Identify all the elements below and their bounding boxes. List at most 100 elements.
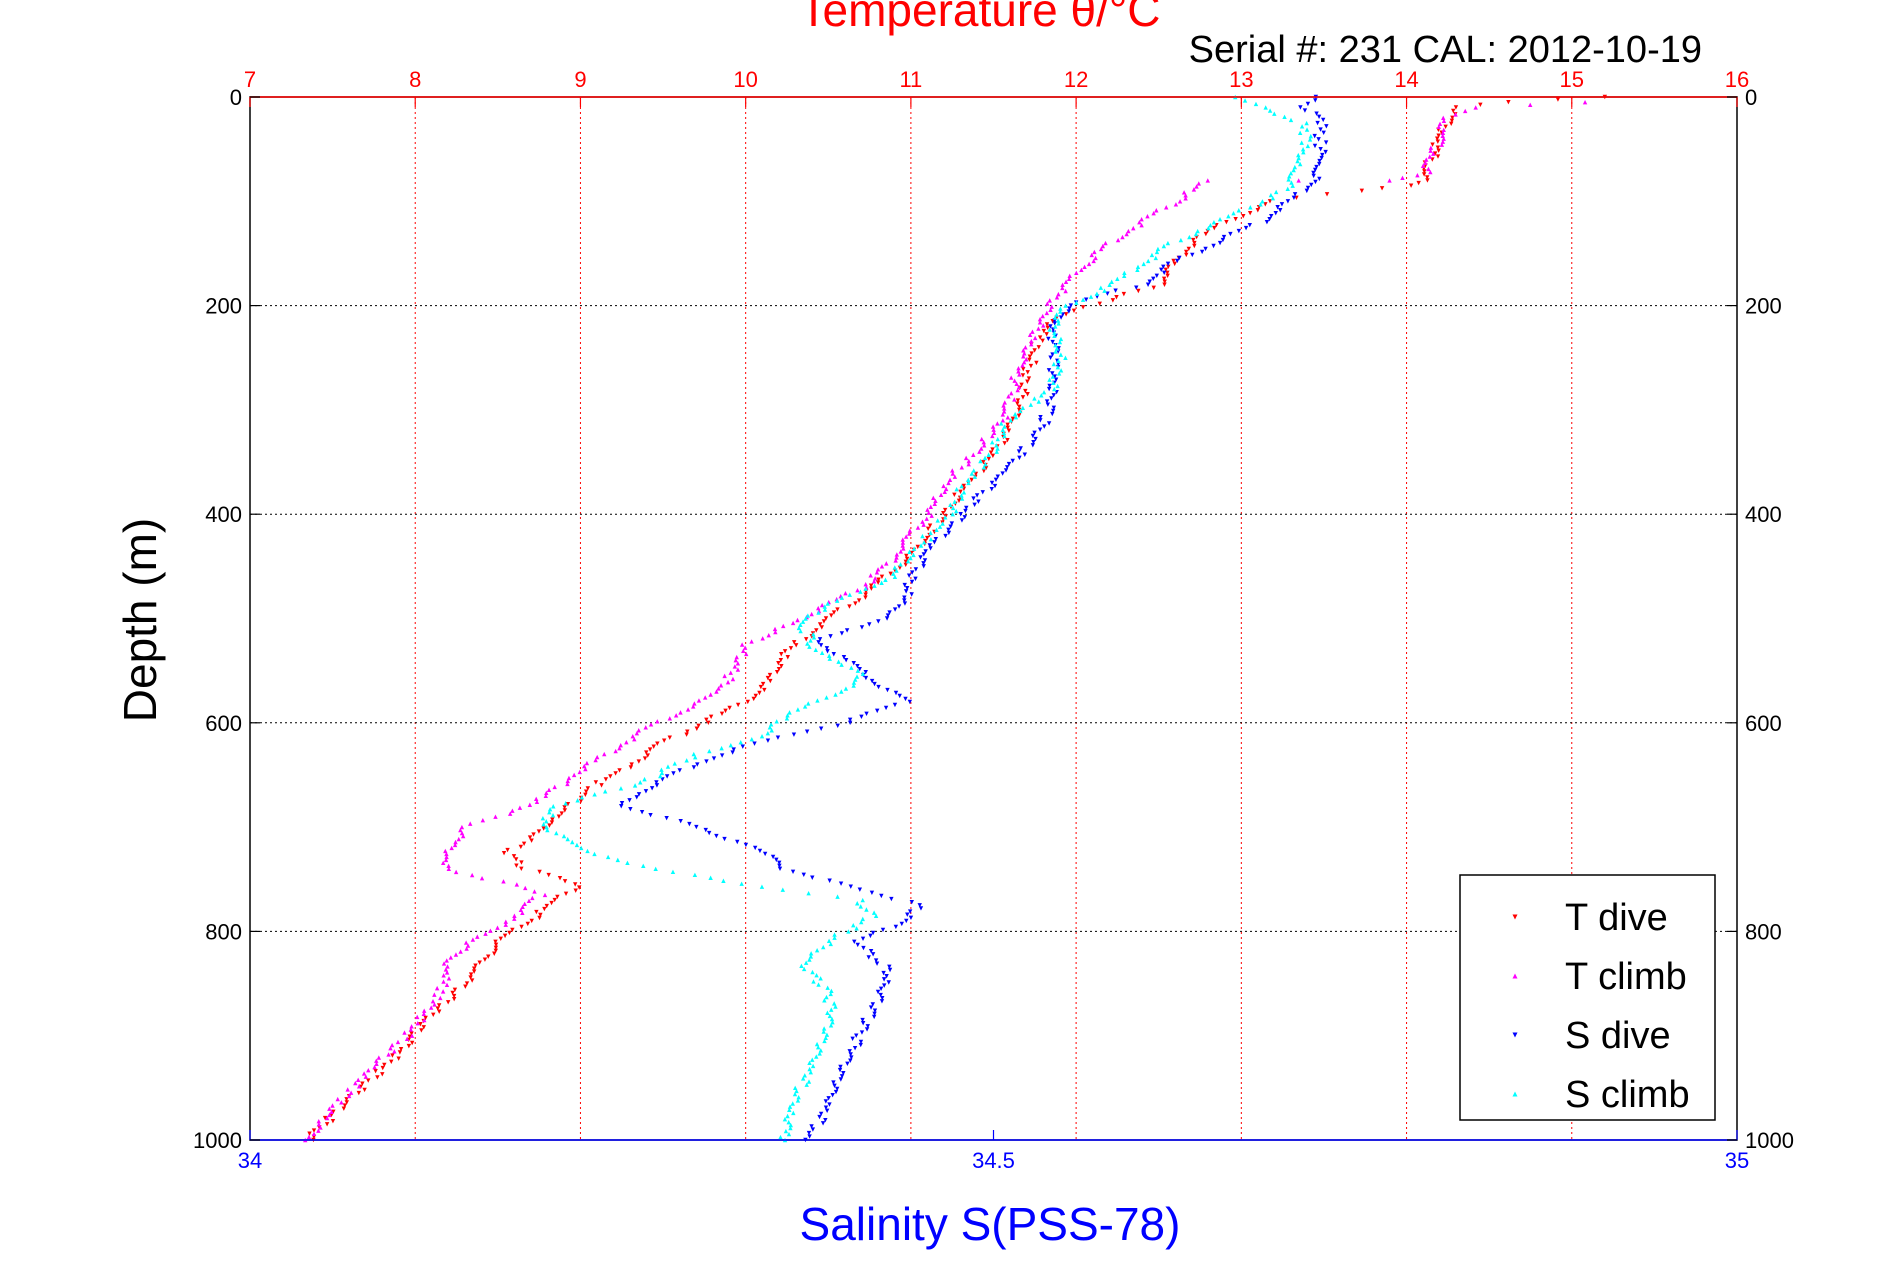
data-point [989,480,995,486]
data-point [751,696,756,702]
data-point [962,515,967,520]
data-point [396,1056,401,1061]
data-point [839,662,844,667]
data-point [839,689,844,694]
data-point [1203,231,1209,237]
data-point [1056,358,1061,364]
data-point [1004,465,1010,470]
data-point [423,1015,428,1021]
data-point [1165,270,1170,276]
data-point [948,502,953,508]
data-point [1314,164,1319,170]
data-point [529,838,534,843]
data-point [1316,137,1321,142]
data-point [825,1010,830,1015]
data-point [556,814,562,819]
data-point [989,486,994,492]
data-point [1107,282,1112,287]
data-point [527,802,533,807]
data-point [1288,170,1294,176]
data-point [704,717,709,723]
data-point [547,810,552,815]
data-point [647,747,653,752]
data-point [857,887,863,892]
data-point [356,1084,362,1089]
data-point [335,1096,340,1102]
data-point [837,1067,843,1073]
data-point [655,741,660,746]
data-point [1426,166,1431,172]
data-point [374,1058,379,1063]
data-point [469,872,475,878]
data-point [981,459,986,465]
data-point [514,882,520,887]
data-point [998,421,1004,426]
data-point [839,595,845,600]
data-point [1145,282,1151,287]
data-point [1425,178,1430,183]
data-point [619,801,625,806]
data-point [1311,170,1316,176]
data-point [330,1103,335,1108]
data-point [1139,216,1144,222]
data-point [827,878,832,883]
data-point [822,607,828,612]
data-point [1021,367,1026,372]
data-point [1103,240,1108,246]
data-point [1045,301,1050,306]
data-point [456,836,461,842]
legend-label: T dive [1565,897,1668,939]
data-point [545,827,550,833]
data-point [973,471,979,477]
data-point [1423,160,1428,165]
data-point [753,693,758,699]
data-point [510,808,515,813]
data-point [562,805,567,810]
data-point [1183,193,1188,198]
data-point [1051,393,1056,398]
data-point [617,745,622,751]
data-point [1279,202,1285,207]
data-point [421,1008,427,1013]
data-point [366,1078,371,1083]
data-point [572,882,578,887]
data-point [459,824,465,830]
data-point [1086,261,1092,267]
data-point [887,610,892,615]
data-point [322,1115,328,1121]
data-point [823,616,829,621]
data-point [839,1074,845,1079]
data-point [1042,424,1047,429]
data-point [1435,154,1441,159]
data-point [1074,270,1079,276]
data-point [1033,436,1038,442]
data-point [1191,187,1197,192]
data-point [540,815,546,821]
data-point [672,761,677,766]
data-point [863,595,868,600]
data-point [353,1080,358,1086]
data-point [634,795,639,800]
data-point [833,1089,839,1095]
data-point [873,958,879,963]
data-point [1162,279,1167,284]
data-point [1289,180,1294,185]
data-point [787,1104,793,1109]
data-point [1212,225,1217,231]
data-point [906,531,912,536]
data-point [796,625,802,631]
data-point [453,839,458,845]
data-point [977,449,982,454]
data-point [902,582,907,588]
series-s-climb [540,94,1314,1143]
data-point [382,1062,387,1068]
data-point [823,1117,828,1123]
data-point [638,780,643,785]
data-point [873,913,879,918]
data-point [375,1075,380,1080]
data-point [434,985,440,991]
data-point [665,764,671,769]
data-point [830,1092,835,1098]
data-point [1001,409,1007,414]
data-point [900,540,906,545]
